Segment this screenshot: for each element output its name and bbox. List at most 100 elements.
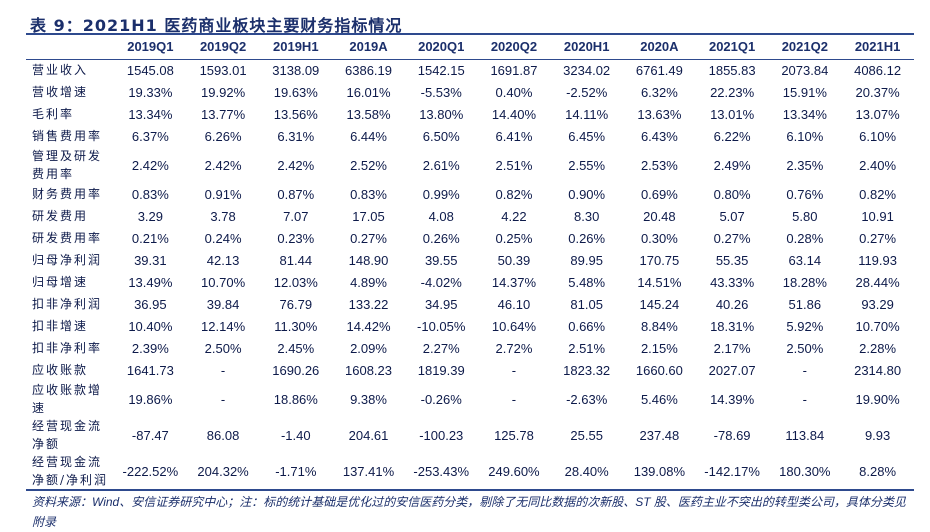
row-label: 扣非净利率 bbox=[32, 341, 103, 355]
table-cell: 0.99% bbox=[422, 186, 460, 202]
table-cell: 0.91% bbox=[204, 186, 242, 202]
table-cell: 8.28% bbox=[841, 453, 914, 491]
table-cell: 2.15% bbox=[640, 340, 678, 356]
table-title: 表 9：2021H1 医药商业板块主要财务指标情况 bbox=[30, 16, 403, 35]
table-cell: 204.32% bbox=[186, 453, 260, 491]
table-cell: 10.40% bbox=[128, 318, 173, 334]
table-cell: 0.83% bbox=[131, 186, 169, 202]
table-cell: 6.43% bbox=[640, 128, 678, 144]
table-cell: 204.61 bbox=[348, 427, 389, 443]
table-row: 归母净利润 39.31 42.13 81.44 148.90 39.55 50.39 89.9… bbox=[26, 249, 914, 271]
table-cell: 14.40% bbox=[491, 106, 536, 122]
table-cell: 18.31% bbox=[710, 318, 755, 334]
table-cell: 8.84% bbox=[640, 318, 678, 334]
table-cell: 0.27% bbox=[859, 230, 897, 246]
table-cell: -5.53% bbox=[420, 84, 462, 100]
table-cell: 39.55 bbox=[424, 252, 458, 268]
table-cell: 0.26% bbox=[568, 230, 606, 246]
table-cell: 39.31 bbox=[134, 252, 167, 268]
table-cell: 76.79 bbox=[279, 296, 313, 312]
table-cell: 13.77% bbox=[201, 106, 246, 122]
table-cell: 2.42% bbox=[131, 157, 169, 173]
table-cell: 2.42% bbox=[204, 157, 242, 173]
table-cell: -2.52% bbox=[566, 84, 608, 100]
table-cell: 3138.09 bbox=[272, 62, 320, 78]
row-label: 研发费用 bbox=[32, 209, 89, 223]
table-cell: 0.40% bbox=[495, 84, 533, 100]
table-cell: 9.38% bbox=[350, 391, 387, 407]
table-cell: 5.80 bbox=[792, 208, 818, 224]
table-cell: 18.28% bbox=[782, 274, 827, 290]
table-cell: 10.70% bbox=[201, 274, 246, 290]
table-cell: 6.10% bbox=[786, 128, 824, 144]
table-cell: 46.10 bbox=[497, 296, 531, 312]
table-cell: 6.37% bbox=[131, 128, 169, 144]
table-row: 营业收入 1545.08 1593.01 3138.09 6386.19 1542.15 1… bbox=[26, 59, 914, 81]
table-cell: 0.82% bbox=[495, 186, 533, 202]
table-cell: 28.44% bbox=[855, 274, 900, 290]
row-label: 销售费用率 bbox=[32, 129, 103, 143]
table-cell: 0.87% bbox=[277, 186, 315, 202]
table-cell: 51.86 bbox=[788, 296, 822, 312]
table-cell: 0.26% bbox=[422, 230, 460, 246]
table-cell: 63.14 bbox=[788, 252, 822, 268]
table-cell: 0.21% bbox=[131, 230, 169, 246]
table-cell: 12.03% bbox=[273, 274, 318, 290]
table-cell: 50.39 bbox=[497, 252, 531, 268]
table-cell: 1819.39 bbox=[417, 362, 465, 378]
table-cell: 14.11% bbox=[565, 106, 609, 122]
table-row: 扣非净利润 36.95 39.84 76.79 133.22 34.95 46.10 81.0… bbox=[26, 293, 914, 315]
table-cell: 2.09% bbox=[350, 340, 387, 356]
table-cell: 2.49% bbox=[713, 157, 751, 173]
table-row: 营收增速 19.33% 19.92% 19.63% 16.01% -5.53% 0.40% -… bbox=[26, 81, 914, 103]
table-cell: 6.22% bbox=[713, 128, 751, 144]
table-cell: 43.33% bbox=[710, 274, 755, 290]
column-header: 2020Q2 bbox=[477, 33, 551, 60]
table-cell: 19.92% bbox=[201, 84, 246, 100]
table-cell: 19.63% bbox=[273, 84, 318, 100]
column-header: 2020H1 bbox=[550, 33, 624, 60]
table-cell: 13.07% bbox=[855, 106, 900, 122]
table-row: 经营现金流净额 -87.47 86.08 -1.40 204.61 -100.23 125.… bbox=[26, 417, 914, 453]
table-cell: - bbox=[802, 391, 807, 407]
table-cell: 4.22 bbox=[501, 208, 527, 224]
table-cell: 0.83% bbox=[350, 186, 387, 202]
table-cell: -2.63% bbox=[566, 391, 608, 407]
table-cell: 5.07 bbox=[719, 208, 745, 224]
table-cell: 5.48% bbox=[568, 274, 606, 290]
source-note: 资料来源：Wind、安信证券研究中心；注：标的统计基础是优化过的安信医药分类，剔… bbox=[32, 495, 906, 529]
table-cell: 6.10% bbox=[859, 128, 897, 144]
table-cell: 6386.19 bbox=[345, 62, 393, 78]
table-row: 应收账款 1641.73 - 1690.26 1608.23 1819.39 - 1823.3… bbox=[26, 359, 914, 381]
table-cell: 133.22 bbox=[348, 296, 389, 312]
table-cell: 0.24% bbox=[204, 230, 242, 246]
table-row: 归母增速 13.49% 10.70% 12.03% 4.89% -4.02% 14.37% 5… bbox=[26, 271, 914, 293]
table-cell: - bbox=[220, 391, 226, 407]
table-row: 财务费用率 0.83% 0.91% 0.87% 0.83% 0.99% 0.82% 0.90%… bbox=[26, 183, 914, 205]
table-cell: 1545.08 bbox=[126, 62, 174, 78]
table-cell: 170.75 bbox=[639, 252, 680, 268]
table-cell: 6.32% bbox=[640, 84, 678, 100]
table-cell: 17.05 bbox=[352, 208, 385, 224]
table-cell: 1608.23 bbox=[345, 362, 393, 378]
table-cell: -87.47 bbox=[131, 427, 169, 443]
table-cell: 6.50% bbox=[422, 128, 460, 144]
table-cell: 13.80% bbox=[419, 106, 464, 122]
table-cell: -142.17% bbox=[695, 453, 769, 491]
table-cell: 2.61% bbox=[422, 157, 460, 173]
row-label: 应收账款增速 bbox=[32, 383, 103, 415]
table-row: 销售费用率 6.37% 6.26% 6.31% 6.44% 6.50% 6.41% 6.45%… bbox=[26, 125, 914, 147]
table-cell: 22.23% bbox=[710, 84, 755, 100]
row-label: 经营现金流净额 bbox=[32, 419, 103, 451]
table-cell: -10.05% bbox=[417, 318, 466, 334]
table-cell: 0.76% bbox=[786, 186, 824, 202]
table-cell: 18.86% bbox=[273, 391, 318, 407]
row-label: 管理及研发费用率 bbox=[32, 149, 103, 181]
table-cell: 0.27% bbox=[713, 230, 751, 246]
row-label: 应收账款 bbox=[32, 363, 89, 377]
table-cell: 0.66% bbox=[568, 318, 606, 334]
table-cell: 10.64% bbox=[491, 318, 536, 334]
financial-indicators-table: 2019Q1 2019Q2 2019H1 2019A 2020Q1 2020Q2 2020H… bbox=[26, 33, 914, 491]
table-cell: 1823.32 bbox=[563, 362, 611, 378]
table-cell: 2.51% bbox=[495, 157, 533, 173]
